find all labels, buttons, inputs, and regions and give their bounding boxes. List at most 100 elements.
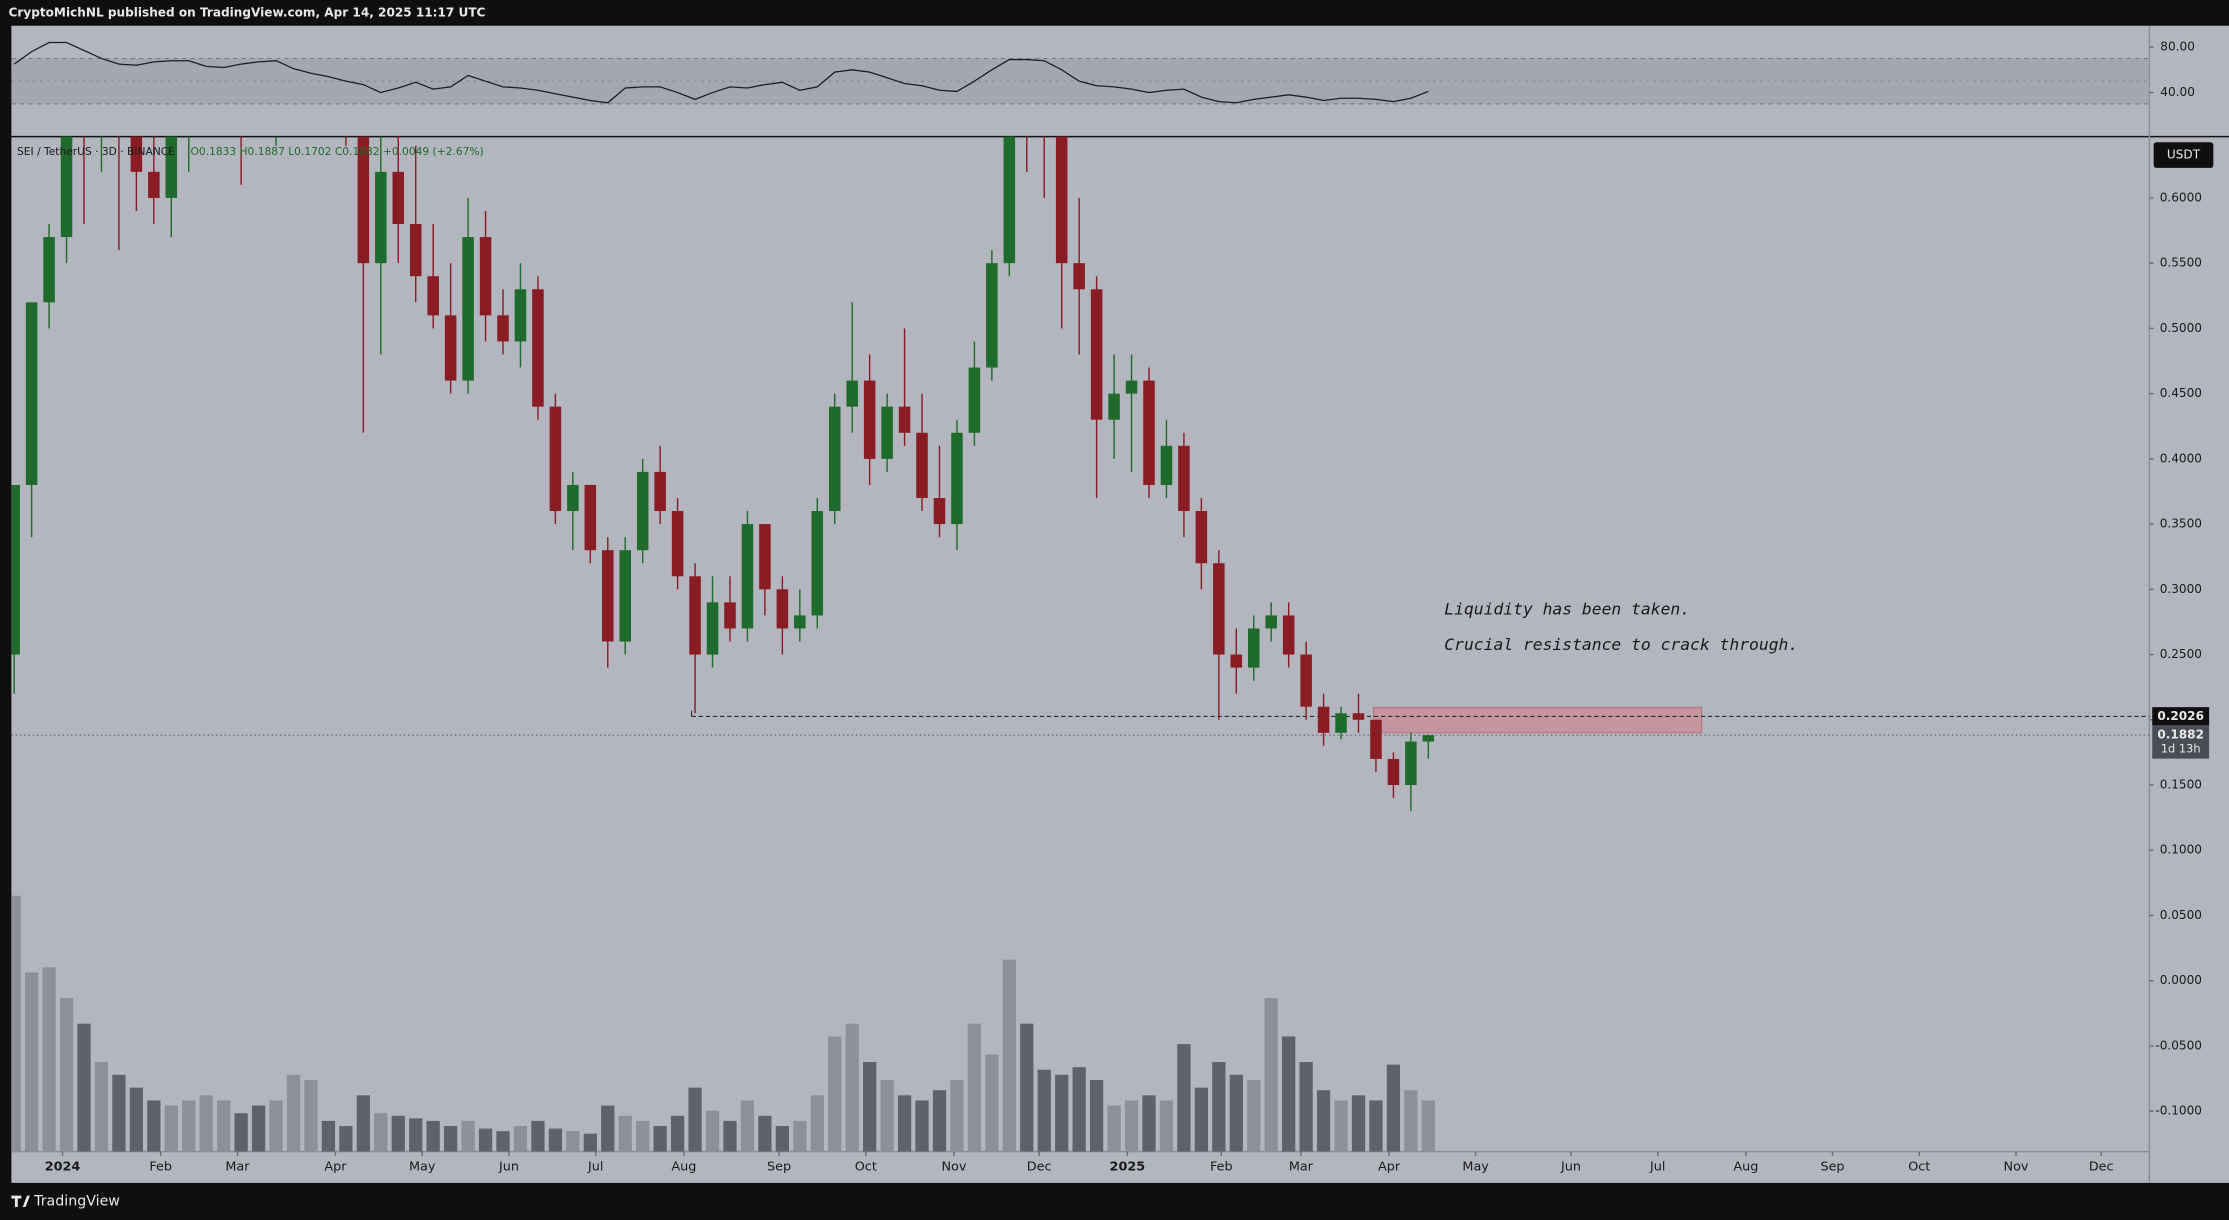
volume-bar xyxy=(1089,1079,1104,1152)
volume-bar xyxy=(129,1087,144,1152)
brand-logo xyxy=(11,1195,30,1208)
candle-body xyxy=(444,315,457,381)
candle-body xyxy=(1160,445,1173,485)
candle-body xyxy=(1108,393,1120,420)
candle-body xyxy=(1055,136,1068,264)
candle-body xyxy=(1352,713,1365,720)
volume-bar xyxy=(1334,1100,1348,1152)
volume-pane xyxy=(11,895,1435,1152)
volume-bar xyxy=(1002,959,1016,1152)
volume-bar xyxy=(1107,1105,1121,1152)
candle-body xyxy=(1230,654,1243,668)
x-tick-label: Mar xyxy=(1289,1160,1314,1175)
y-tick-label: 0.0500 xyxy=(2160,908,2202,922)
volume-bar xyxy=(950,1079,964,1152)
candle-body xyxy=(1178,445,1190,512)
candle-body xyxy=(636,471,649,551)
price-pane xyxy=(11,136,2150,812)
candle-body xyxy=(1247,628,1260,668)
x-tick-label: Sep xyxy=(767,1160,791,1175)
volume-bar xyxy=(1037,1069,1051,1152)
x-tick-label: Mar xyxy=(225,1160,250,1175)
volume-bar xyxy=(1247,1079,1261,1152)
volume-bar xyxy=(653,1126,667,1152)
volume-bar xyxy=(251,1105,266,1152)
candle-body xyxy=(11,484,20,655)
y-tick-label: 0.4000 xyxy=(2160,451,2202,465)
volume-bar xyxy=(531,1120,545,1152)
volume-bar xyxy=(636,1120,650,1152)
x-tick-label: Feb xyxy=(149,1160,172,1175)
candle-body xyxy=(25,302,38,485)
x-tick-label: Jun xyxy=(498,1160,519,1175)
volume-bar xyxy=(723,1120,737,1152)
volume-bar xyxy=(304,1079,318,1152)
volume-bar xyxy=(77,1023,91,1152)
volume-bar xyxy=(496,1131,510,1152)
candle-body xyxy=(584,484,597,551)
volume-bar xyxy=(1386,1064,1401,1152)
y-tick-label: 0.3500 xyxy=(2160,517,2202,531)
candle-body xyxy=(392,171,405,225)
candle-body xyxy=(1370,719,1382,759)
volume-bar xyxy=(391,1115,405,1152)
volume-bar xyxy=(566,1131,580,1152)
volume-bar xyxy=(793,1120,807,1152)
volume-bar xyxy=(1142,1095,1156,1152)
volume-bar xyxy=(374,1113,388,1152)
volume-bar xyxy=(601,1105,615,1152)
volume-bar xyxy=(182,1100,196,1152)
y-tick-label: 0.0000 xyxy=(2160,973,2202,987)
axes: 0.6000 0.5500 0.5000 0.4500 0.4000 0.3500 0.30… xyxy=(45,40,2210,1175)
x-tick-label: Apr xyxy=(1378,1160,1401,1175)
x-tick-label: Nov xyxy=(2004,1160,2029,1175)
y-tick-label: 0.5000 xyxy=(2160,321,2202,335)
x-tick-label: Nov xyxy=(942,1160,967,1175)
volume-bar xyxy=(409,1118,423,1152)
candle-body xyxy=(933,498,946,525)
candle-body xyxy=(1143,380,1155,485)
volume-bar xyxy=(321,1120,336,1152)
annotation: Liquidity has been taken. xyxy=(1444,600,1690,619)
candle-body xyxy=(532,289,544,407)
candle-body xyxy=(602,550,614,642)
volume-bar xyxy=(1020,1023,1034,1152)
x-tick-label: Dec xyxy=(1027,1160,1052,1175)
last-price-label: 0.1882 xyxy=(2157,728,2204,742)
currency-badge xyxy=(2153,142,2214,168)
volume-bar xyxy=(810,1095,824,1152)
y-tick-label: 0.4500 xyxy=(2160,386,2202,400)
volume-bar xyxy=(583,1133,597,1152)
x-tick-label: Aug xyxy=(1733,1160,1758,1175)
volume-bar xyxy=(1421,1100,1435,1152)
x-tick-label: 2025 xyxy=(1110,1160,1146,1175)
level-label: 0.2026 xyxy=(2157,709,2204,723)
x-tick-label: Sep xyxy=(1820,1160,1844,1175)
volume-bar xyxy=(1369,1100,1383,1152)
candle-body xyxy=(357,136,370,264)
candle-body xyxy=(1335,713,1347,733)
last-price-badge xyxy=(2152,725,2210,759)
candle-body xyxy=(479,237,492,316)
candle-body xyxy=(1422,735,1435,742)
volume-bar xyxy=(880,1079,894,1152)
x-tick-label: Apr xyxy=(324,1160,347,1175)
volume-bar xyxy=(11,895,21,1152)
candle-body xyxy=(724,602,736,629)
volume-bar xyxy=(1351,1095,1366,1152)
candle-body xyxy=(497,315,509,342)
volume-bar xyxy=(286,1074,301,1152)
candle-body xyxy=(986,263,998,368)
volume-bar xyxy=(740,1100,755,1152)
volume-bar xyxy=(758,1115,772,1152)
candle-body xyxy=(1090,289,1103,420)
volume-bar xyxy=(1194,1087,1209,1152)
rsi-tick-label: 40.00 xyxy=(2160,85,2195,99)
volume-bar xyxy=(670,1115,685,1152)
candle-body xyxy=(794,615,806,629)
candle-body xyxy=(759,524,771,590)
candle-body xyxy=(951,432,963,525)
level-badge xyxy=(2152,707,2210,726)
annotation: Crucial resistance to crack through. xyxy=(1444,635,1798,654)
volume-bar xyxy=(444,1126,458,1152)
